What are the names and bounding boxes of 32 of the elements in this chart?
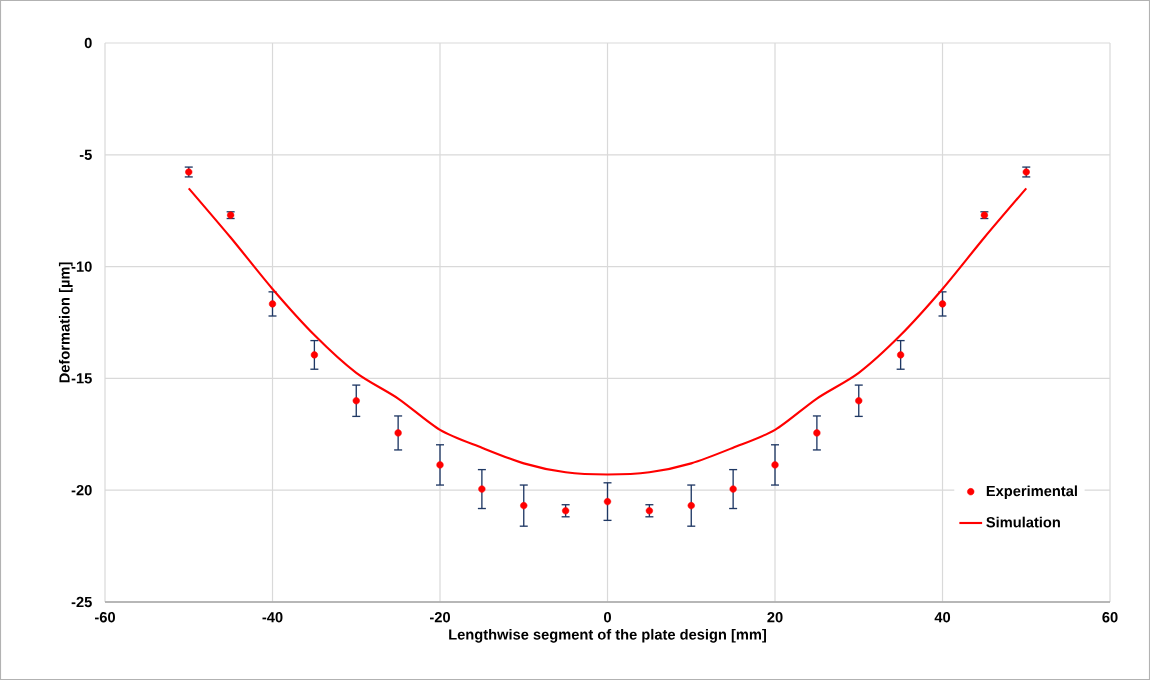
point (813, 429, 821, 437)
point (268, 300, 277, 308)
point (603, 497, 612, 506)
x-tick-label: 20 (767, 612, 783, 623)
point (855, 397, 863, 405)
point (394, 429, 402, 437)
point (729, 485, 737, 493)
x-tick-label: 60 (1102, 612, 1118, 623)
x-tick-label: 0 (604, 612, 611, 623)
x-axis-title: Lengthwise segment of the plate design [mm] (449, 628, 766, 643)
point (436, 461, 444, 469)
point (478, 485, 486, 493)
point (771, 461, 779, 469)
x-tick-label: -60 (94, 612, 115, 623)
point (352, 397, 360, 405)
y-tick-label: -10 (71, 261, 92, 272)
line-series (187, 187, 1028, 476)
point (897, 351, 905, 359)
x-tick-label: 40 (934, 612, 951, 623)
x-tick-label: -40 (262, 612, 283, 623)
point (520, 502, 528, 510)
point (687, 502, 695, 510)
point (938, 300, 947, 308)
legend-label: Experimental (986, 485, 1077, 500)
y-tick-label: -25 (71, 596, 92, 608)
y-tick-label: 0 (84, 37, 92, 49)
y-tick-label: -20 (71, 485, 92, 496)
y-tick-label: -15 (71, 373, 92, 384)
x-tick-label: -20 (429, 612, 450, 623)
legend-label: Simulation (986, 516, 1060, 528)
point (310, 351, 318, 359)
y-tick-label: -5 (79, 149, 92, 160)
